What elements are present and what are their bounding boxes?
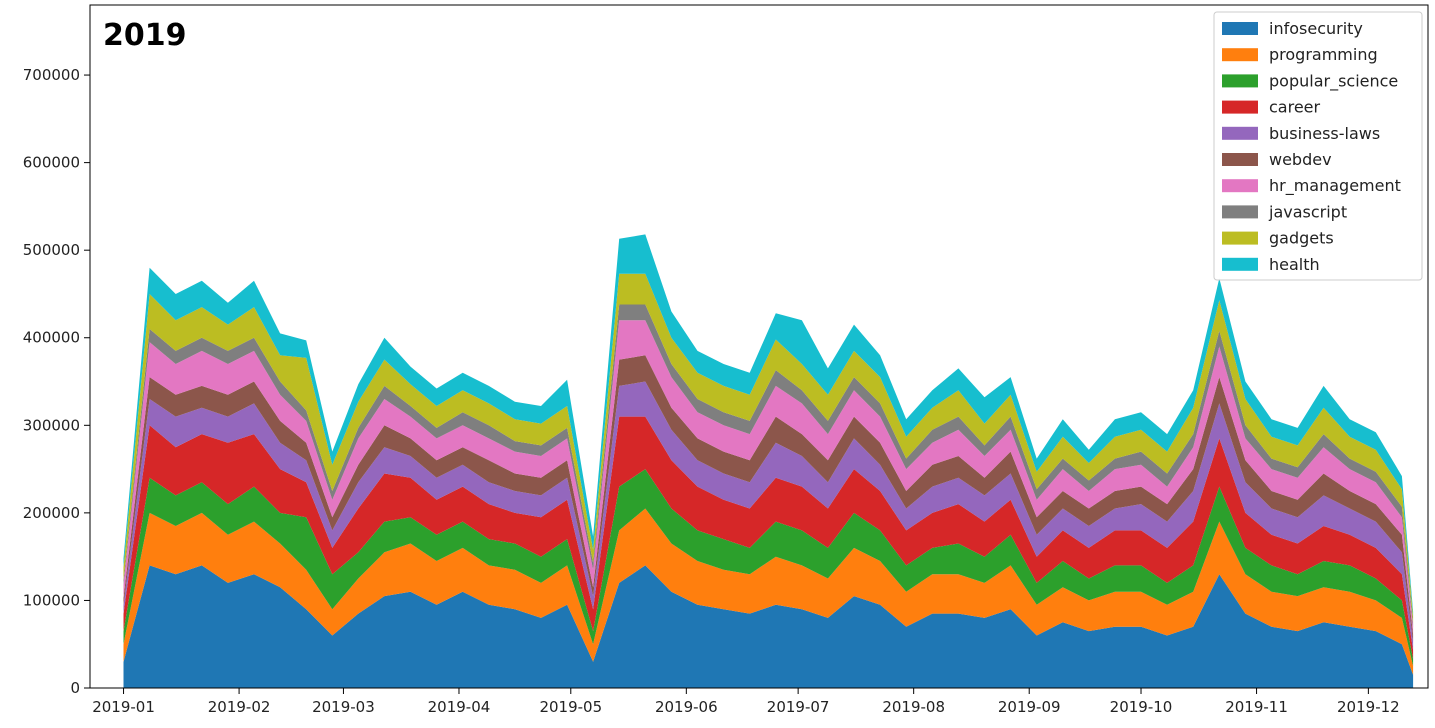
area-series-hr_management [123,320,1414,635]
y-tick-label: 400000 [23,329,80,347]
x-tick-label: 2019-11 [1225,698,1288,716]
legend-swatch-hr_management [1222,179,1258,193]
area-series-gadgets [123,273,1414,624]
legend-swatch-infosecurity [1222,22,1258,35]
x-tick-label: 2019-12 [1337,698,1400,716]
area-series-programming [123,508,1414,675]
x-tick-label: 2019-03 [312,698,375,716]
legend-label-infosecurity: infosecurity [1269,19,1363,38]
legend-swatch-programming [1222,48,1258,62]
area-series-javascript [123,304,1414,628]
y-axis: 0 100000 200000 300000 400000 500000 600000 700… [23,66,90,697]
area-series-business-laws [123,381,1414,651]
x-tick-label: 2019-07 [767,698,830,716]
legend-swatch-health [1222,257,1258,271]
legend-label-hr_management: hr_management [1269,176,1401,196]
legend-swatch-webdev [1222,153,1258,166]
x-tick-label: 2019-01 [92,698,155,716]
legend-swatch-gadgets [1222,231,1258,245]
x-tick-label: 2019-02 [208,698,271,716]
y-tick-label: 300000 [23,416,80,434]
legend-label-javascript: javascript [1268,202,1347,221]
legend-label-programming: programming [1269,45,1378,64]
legend-swatch-javascript [1222,205,1258,219]
legend-label-gadgets: gadgets [1269,229,1334,248]
y-tick-label: 600000 [23,154,80,172]
legend-swatch-career [1222,100,1258,114]
y-tick-label: 500000 [23,241,80,259]
area-series-health [123,234,1414,617]
area-series-webdev [123,355,1414,642]
y-tick-label: 100000 [23,591,80,609]
legend: infosecurity programming popular_scienceca… [1213,11,1423,281]
x-tick-label: 2019-06 [655,698,718,716]
chart-title: 2019 [103,18,187,53]
legend-label-business-laws: business-laws [1269,124,1380,143]
legend-box [1213,11,1423,281]
y-tick-label: 200000 [23,504,80,522]
x-tick-label: 2019-09 [998,698,1061,716]
areas-layer [123,234,1414,688]
plot-frame [89,4,1429,689]
area-series-infosecurity [123,565,1414,688]
area-series-career [123,416,1414,660]
x-axis: 2019-01 2019-02 2019-03 2019-04 2019-05 2019-… [92,688,1400,716]
y-tick-label: 0 [70,679,80,697]
legend-label-health: health [1269,255,1320,274]
legend-swatch-business-laws [1222,126,1258,140]
y-tick-label: 700000 [23,66,80,84]
x-tick-label: 2019-08 [882,698,945,716]
legend-label-webdev: webdev [1269,150,1332,169]
area-series-popular_science [123,469,1414,667]
legend-label-popular_science: popular_science [1269,71,1398,91]
x-tick-label: 2019-05 [539,698,602,716]
x-tick-label: 2019-04 [428,698,491,716]
x-tick-label: 2019-10 [1110,698,1173,716]
legend-label-career: career [1269,98,1321,117]
legend-swatch-popular_science [1222,74,1258,88]
